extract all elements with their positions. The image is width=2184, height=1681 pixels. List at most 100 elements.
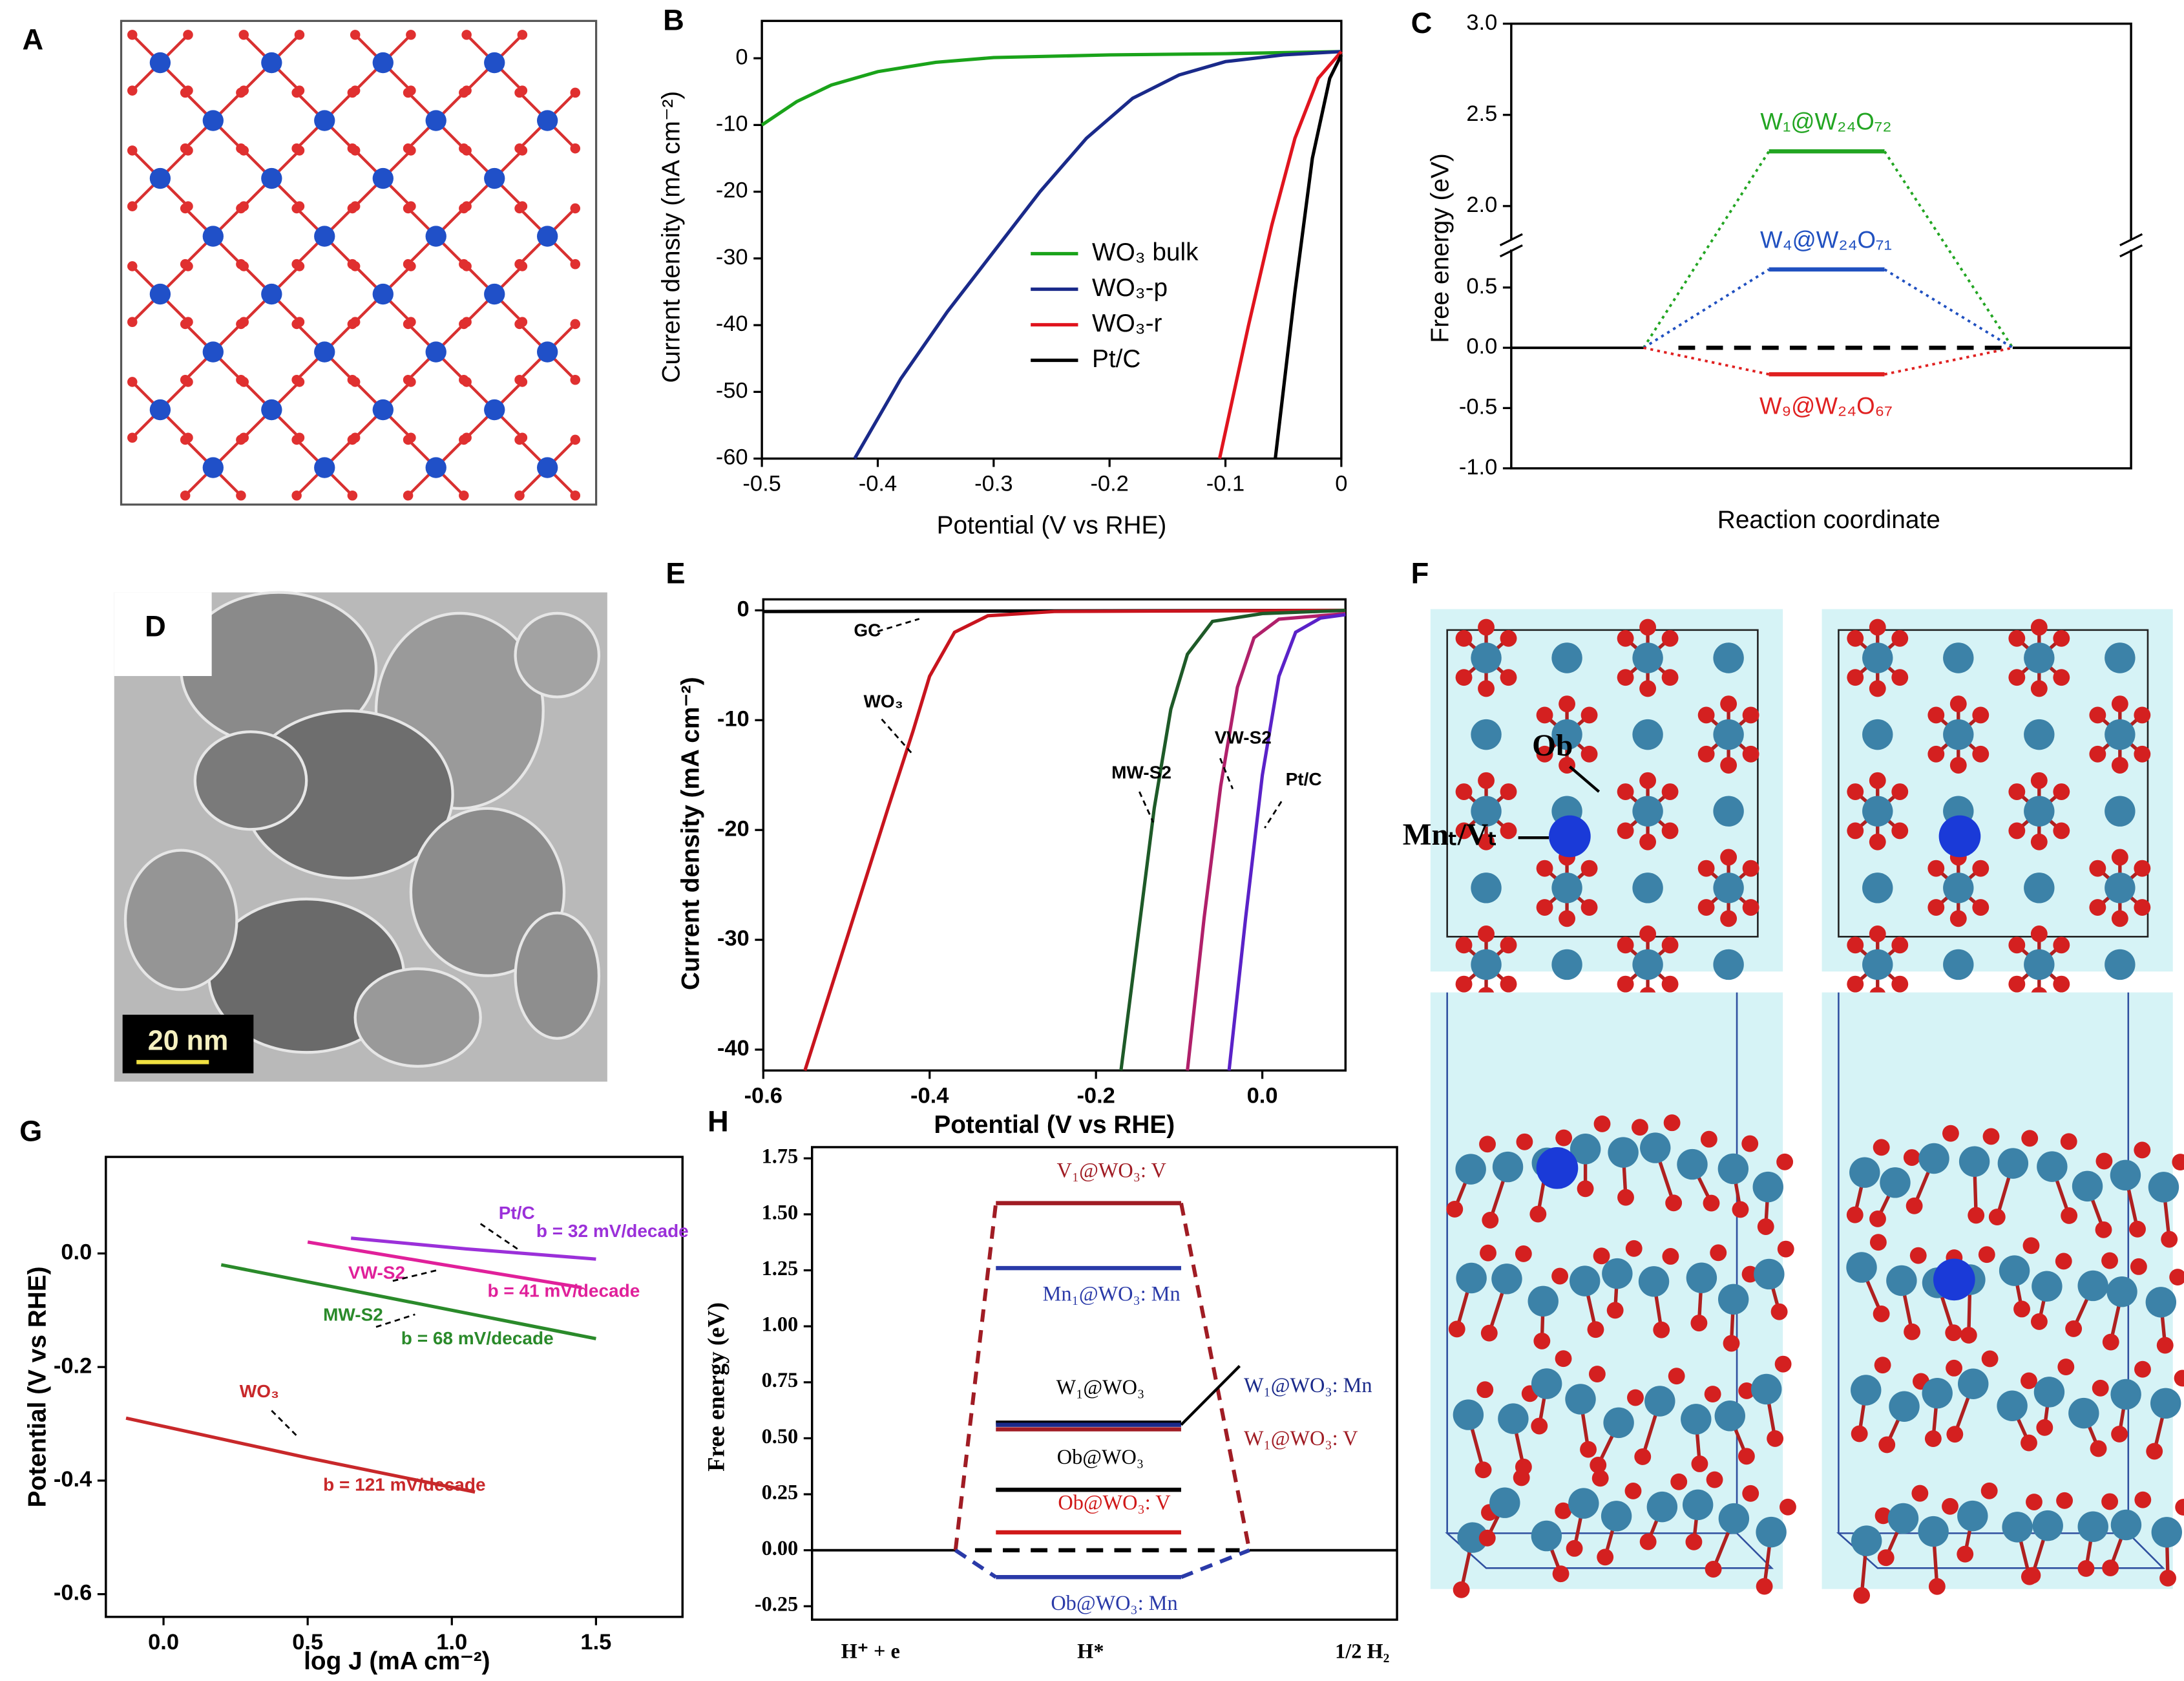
oxygen-atom [294, 261, 305, 271]
panel-label: E [666, 557, 685, 590]
tungsten-atom [261, 399, 282, 421]
oxygen-atom [1529, 1205, 1547, 1223]
oxygen-atom [1851, 1425, 1868, 1443]
tungsten-atom [1713, 796, 1744, 827]
oxygen-atom [238, 377, 249, 387]
oxygen-atom [236, 319, 246, 330]
tungsten-atom [1714, 1401, 1745, 1432]
oxygen-atom [1742, 860, 1759, 877]
series-line [220, 1263, 596, 1340]
oxygen-atom [1988, 1209, 2006, 1226]
tungsten-atom [314, 341, 335, 363]
oxygen-atom [1723, 1335, 1740, 1352]
oxygen-atom [1978, 1246, 1995, 1263]
oxygen-atom [1590, 1456, 1607, 1474]
oxygen-atom [1742, 899, 1759, 916]
tungsten-atom [1717, 1153, 1749, 1185]
tungsten-atom [2037, 1151, 2068, 1182]
tungsten-atom [2105, 642, 2136, 673]
oxygen-atom [1847, 975, 1864, 993]
panel-label: C [1411, 6, 1433, 39]
annotation-arrow [877, 618, 920, 633]
oxygen-atom [1847, 669, 1864, 686]
oxygen-atom [1476, 1381, 1494, 1399]
oxygen-atom [1982, 1128, 2000, 1145]
structure-panel [1822, 992, 2184, 1604]
y-tick-label: -30 [716, 245, 748, 270]
y-tick-label: 1.25 [762, 1256, 799, 1280]
oxygen-atom [1533, 1332, 1551, 1349]
oxygen-atom [2022, 1237, 2040, 1254]
tungsten-atom [1632, 949, 1663, 980]
oxygen-atom [2053, 783, 2070, 800]
annotation: WO₃ [863, 691, 903, 711]
annotation: b = 68 mV/decade [401, 1328, 554, 1348]
tungsten-atom [425, 457, 446, 478]
oxygen-atom [294, 30, 305, 40]
tungsten-atom [2068, 1397, 2099, 1429]
oxygen-atom [294, 377, 305, 387]
nanoparticle [193, 730, 308, 831]
oxygen-atom [1869, 618, 1886, 636]
oxygen-atom [2095, 1221, 2112, 1238]
oxygen-atom [1710, 1244, 1727, 1262]
oxygen-atom [2061, 1207, 2078, 1224]
tungsten-atom [1717, 1284, 1749, 1315]
annotation-arrow [375, 1313, 415, 1328]
x-axis-label: Potential (V vs RHE) [937, 511, 1167, 539]
oxygen-atom [570, 87, 581, 98]
oxygen-atom [291, 319, 302, 330]
tungsten-atom [484, 167, 505, 189]
structure-panel [1430, 992, 1796, 1598]
tungsten-atom [536, 341, 558, 363]
oxygen-atom [1942, 1125, 1959, 1142]
tungsten-atom [2110, 1159, 2141, 1191]
oxygen-atom [570, 434, 581, 445]
level-label: V₁@WO₃: V [1057, 1159, 1166, 1182]
tungsten-atom [2105, 949, 2136, 980]
oxygen-atom [1909, 1247, 1927, 1264]
oxygen-atom [1500, 975, 1517, 993]
y-axis-label: Free energy (eV) [1426, 153, 1454, 343]
tungsten-atom [261, 283, 282, 305]
oxygen-atom [2089, 899, 2106, 916]
oxygen-atom [1624, 1483, 1642, 1499]
oxygen-atom [2008, 936, 2026, 954]
oxygen-atom [294, 145, 305, 156]
y-axis-label: Current density (mA cm⁻²) [677, 677, 705, 990]
oxygen-atom [1853, 1587, 1871, 1604]
series-line [1274, 54, 1343, 459]
oxygen-atom [2089, 745, 2106, 763]
oxygen-atom [2060, 1133, 2077, 1150]
oxygen-atom [2053, 822, 2070, 840]
level-connector [1884, 346, 2013, 376]
oxygen-atom [1741, 1265, 1759, 1283]
oxygen-atom [1741, 1135, 1759, 1152]
x-tick-label: -0.1 [1206, 472, 1244, 496]
oxygen-atom [1874, 1357, 1891, 1374]
oxygen-atom [1480, 1244, 1496, 1262]
oxygen-atom [1617, 783, 1634, 800]
tungsten-atom [1862, 719, 1893, 750]
oxygen-atom [2134, 860, 2151, 877]
oxygen-atom [2021, 1434, 2037, 1452]
oxygen-atom [1661, 936, 1679, 954]
oxygen-atom [517, 145, 528, 156]
oxygen-atom [517, 377, 528, 387]
tungsten-atom [1862, 796, 1893, 827]
oxygen-atom [2030, 772, 2048, 789]
axis-break [2119, 233, 2143, 247]
oxygen-atom [461, 30, 472, 40]
annotation-arrow [881, 718, 915, 756]
oxygen-atom [1516, 1133, 1533, 1150]
tungsten-atom [484, 52, 505, 74]
oxygen-atom [1891, 975, 1909, 993]
y-tick-label: -60 [716, 445, 748, 470]
annotation-arrow [271, 1410, 298, 1437]
oxygen-atom [1927, 706, 1945, 724]
tungsten-atom [425, 110, 446, 131]
series-line [307, 1240, 582, 1289]
oxygen-atom [180, 319, 191, 330]
oxygen-atom [180, 203, 191, 214]
level-label: Ob@WO₃: Mn [1051, 1591, 1177, 1614]
